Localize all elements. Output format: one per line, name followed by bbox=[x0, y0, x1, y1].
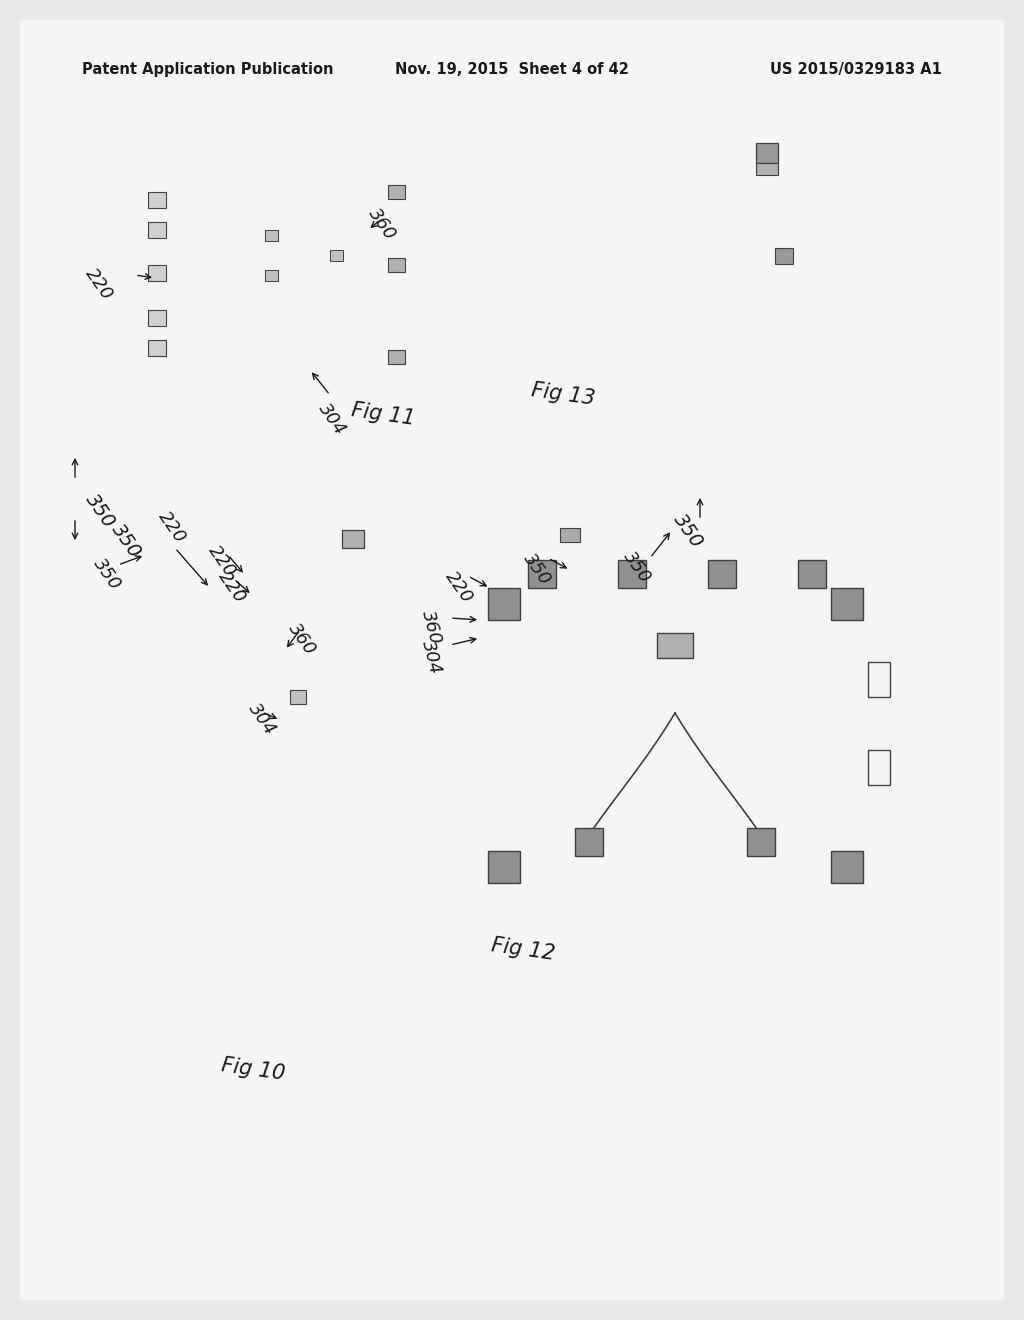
Bar bbox=[488, 851, 520, 883]
Text: 350: 350 bbox=[90, 554, 125, 594]
Bar bbox=[657, 634, 693, 657]
Text: 350: 350 bbox=[108, 520, 144, 561]
Text: 360: 360 bbox=[285, 620, 319, 659]
Text: 350: 350 bbox=[520, 550, 555, 589]
Bar bbox=[488, 587, 863, 883]
Bar bbox=[148, 341, 166, 356]
Text: 350: 350 bbox=[620, 548, 654, 586]
Bar bbox=[388, 185, 406, 199]
Text: 350: 350 bbox=[670, 510, 707, 552]
Text: 304: 304 bbox=[315, 400, 349, 438]
Bar bbox=[290, 690, 306, 704]
Text: Fig 10: Fig 10 bbox=[220, 1055, 287, 1084]
Text: 220: 220 bbox=[442, 568, 476, 607]
Text: 360: 360 bbox=[365, 205, 399, 244]
Bar bbox=[831, 851, 863, 883]
Bar bbox=[265, 230, 278, 242]
Bar bbox=[868, 750, 890, 785]
Text: 360: 360 bbox=[418, 609, 444, 645]
Text: Patent Application Publication: Patent Application Publication bbox=[82, 62, 334, 77]
Bar bbox=[868, 661, 890, 697]
Text: Fig 13: Fig 13 bbox=[530, 380, 596, 409]
Text: US 2015/0329183 A1: US 2015/0329183 A1 bbox=[770, 62, 942, 77]
Bar bbox=[388, 350, 406, 364]
Text: 220: 220 bbox=[205, 543, 240, 581]
Text: 304: 304 bbox=[245, 700, 280, 739]
Bar bbox=[708, 560, 736, 587]
Bar bbox=[148, 191, 166, 209]
Bar bbox=[488, 587, 520, 620]
Text: 304: 304 bbox=[418, 638, 444, 676]
Text: 220: 220 bbox=[155, 508, 189, 546]
Bar bbox=[148, 222, 166, 238]
Text: 220: 220 bbox=[82, 265, 117, 304]
Bar bbox=[342, 531, 364, 548]
Bar bbox=[265, 271, 278, 281]
Bar bbox=[756, 143, 778, 162]
Text: Fig 11: Fig 11 bbox=[350, 400, 417, 429]
Text: Fig 12: Fig 12 bbox=[490, 935, 556, 964]
Bar bbox=[746, 828, 775, 855]
Bar bbox=[140, 154, 406, 389]
Bar bbox=[575, 828, 603, 855]
Bar bbox=[560, 528, 580, 543]
Text: 350: 350 bbox=[82, 490, 119, 532]
Text: Nov. 19, 2015  Sheet 4 of 42: Nov. 19, 2015 Sheet 4 of 42 bbox=[395, 62, 629, 77]
Bar bbox=[775, 248, 793, 264]
Text: 220: 220 bbox=[215, 568, 250, 607]
Bar bbox=[618, 560, 646, 587]
Bar bbox=[388, 257, 406, 272]
Bar bbox=[831, 587, 863, 620]
Bar bbox=[330, 249, 343, 261]
Bar bbox=[528, 560, 556, 587]
Bar bbox=[798, 560, 826, 587]
Bar bbox=[148, 310, 166, 326]
Bar bbox=[148, 265, 166, 281]
Bar bbox=[756, 162, 778, 176]
